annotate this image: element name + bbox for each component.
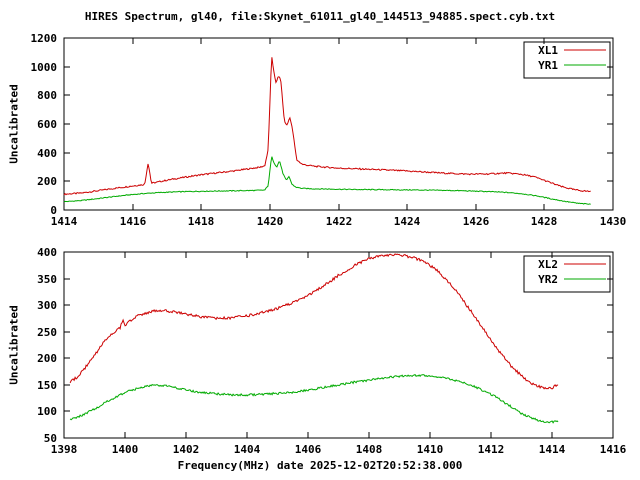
x-tick-label: 1426 bbox=[463, 215, 490, 228]
y-tick-label: 150 bbox=[37, 379, 57, 392]
plot-border bbox=[63, 251, 614, 439]
x-tick-label: 1420 bbox=[257, 215, 284, 228]
series-YR2 bbox=[69, 373, 559, 424]
chart-title: HIRES Spectrum, gl40, file:Skynet_61011_… bbox=[84, 10, 556, 23]
x-tick-label: 1400 bbox=[112, 443, 139, 456]
y-tick-label: 350 bbox=[37, 273, 57, 286]
x-tick-label: 1408 bbox=[356, 443, 383, 456]
y-tick-label: 200 bbox=[37, 175, 57, 188]
axis-ticks: 1414 1416 1418 1420 1422 1424 1426 1428 1430 0 200… bbox=[31, 32, 627, 228]
y-tick-label: 400 bbox=[37, 246, 57, 259]
y-tick-label: 200 bbox=[37, 352, 57, 365]
series-XL2 bbox=[69, 253, 559, 390]
y-tick-label: 50 bbox=[44, 432, 57, 445]
legend-border bbox=[523, 255, 611, 293]
x-tick-label: 1404 bbox=[234, 443, 261, 456]
series-XL1 bbox=[63, 57, 591, 196]
legend-border bbox=[523, 41, 611, 79]
x-tick-label: 1410 bbox=[417, 443, 444, 456]
x-tick-label: 1418 bbox=[188, 215, 215, 228]
y-tick-label: 100 bbox=[37, 405, 57, 418]
y-tick-label: 0 bbox=[50, 204, 57, 217]
x-tick-label: 1414 bbox=[539, 443, 566, 456]
x-tick-label: 1430 bbox=[600, 215, 627, 228]
x-tick-label: 1428 bbox=[531, 215, 558, 228]
y-tick-label: 300 bbox=[37, 299, 57, 312]
y-tick-label: 400 bbox=[37, 147, 57, 160]
y-tick-label: 600 bbox=[37, 118, 57, 131]
x-axis-label: Frequency(MHz) date 2025-12-02T20:52:38.… bbox=[177, 459, 463, 472]
y-tick-label: 800 bbox=[37, 89, 57, 102]
x-tick-label: 1416 bbox=[600, 443, 627, 456]
legend-label-YR2: YR2 bbox=[538, 273, 558, 286]
x-tick-label: 1422 bbox=[326, 215, 353, 228]
y-tick-label: 250 bbox=[37, 326, 57, 339]
x-tick-label: 1424 bbox=[394, 215, 421, 228]
x-tick-label: 1398 bbox=[51, 443, 78, 456]
x-tick-label: 1414 bbox=[51, 215, 78, 228]
legend-label-YR1: YR1 bbox=[538, 59, 558, 72]
y-tick-label: 1000 bbox=[31, 61, 58, 74]
x-tick-label: 1402 bbox=[173, 443, 200, 456]
series-YR1 bbox=[63, 156, 591, 205]
plot-border bbox=[63, 37, 614, 211]
legend-label-XL2: XL2 bbox=[538, 258, 558, 271]
x-tick-label: 1416 bbox=[120, 215, 147, 228]
legend-label-XL1: XL1 bbox=[538, 44, 558, 57]
axis-ticks: 1398 1400 1402 1404 1406 1408 1410 1412 1414 1416… bbox=[37, 246, 626, 456]
chart-panel-1: 1414 1416 1418 1420 1422 1424 1426 1428 1430 0 200… bbox=[31, 32, 627, 228]
x-tick-label: 1406 bbox=[295, 443, 322, 456]
chart-panel-2: 1398 1400 1402 1404 1406 1408 1410 1412 1414 1416… bbox=[37, 246, 626, 456]
x-tick-label: 1412 bbox=[478, 443, 505, 456]
y-tick-label: 1200 bbox=[31, 32, 58, 45]
